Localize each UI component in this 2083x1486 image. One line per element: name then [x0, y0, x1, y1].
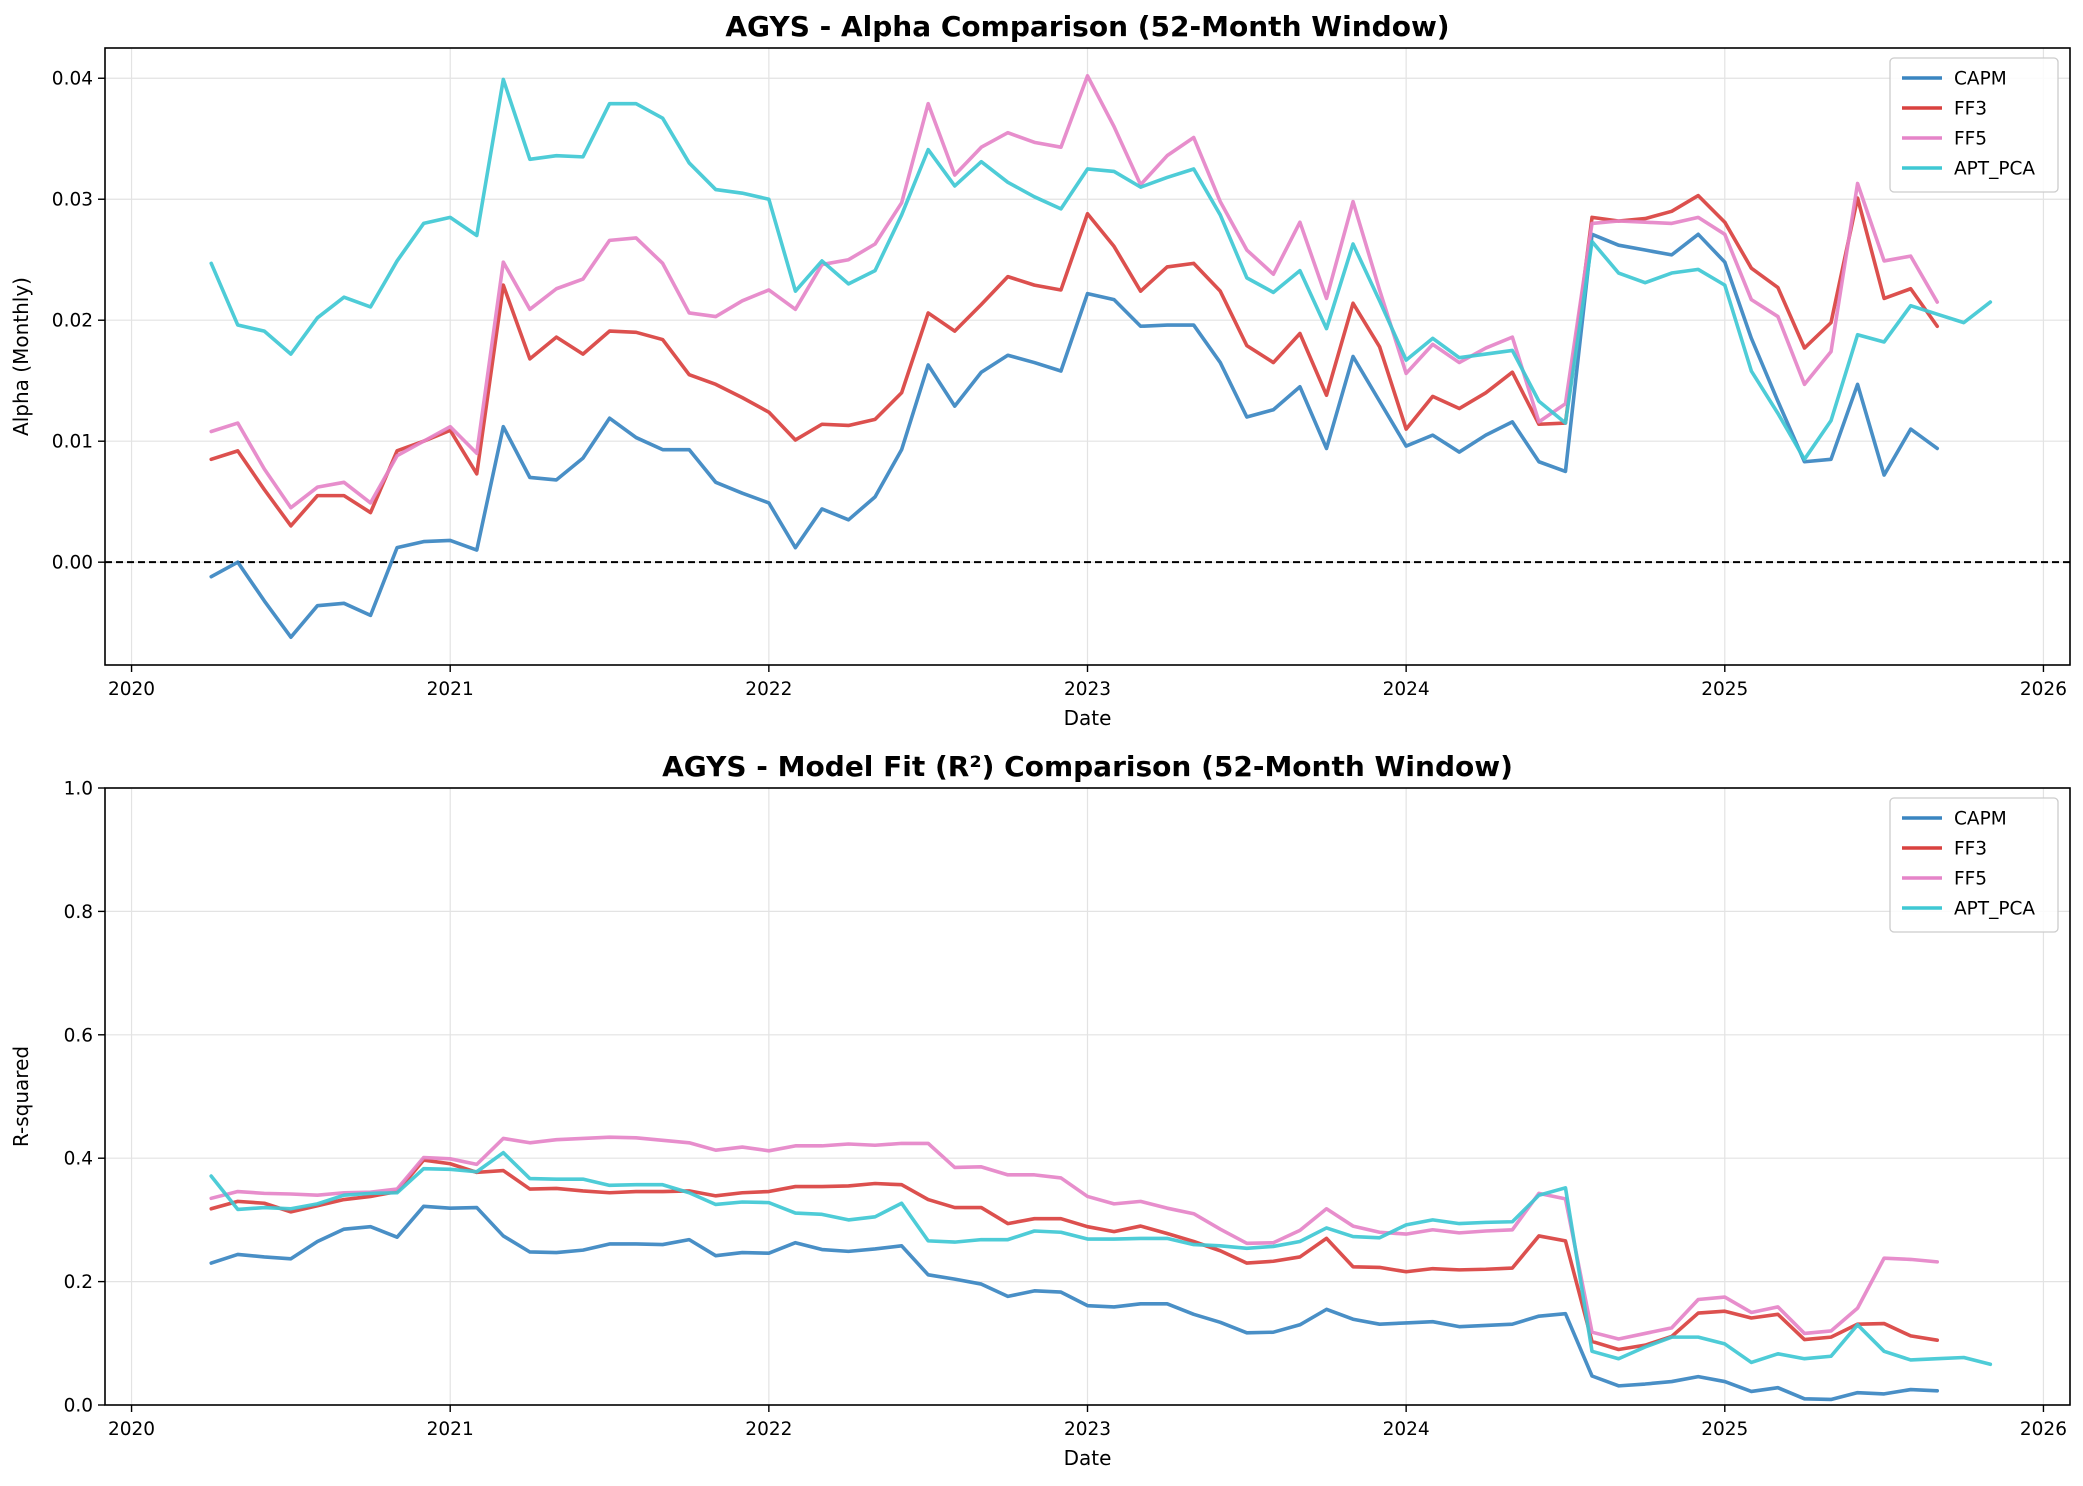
y-tick-label: 0.0: [64, 1396, 93, 1417]
x-tick-label: 2026: [2020, 1419, 2067, 1440]
x-tick-label: 2020: [108, 679, 155, 700]
y-tick-label: 0.04: [52, 69, 93, 90]
legend: CAPM FF3 FF5 APT_PCA: [1889, 57, 2059, 193]
chart-panel-0: 2020 2021 2022 2023 2024 2025 2026 0.00 0.01 0.02…: [9, 10, 2071, 730]
legend: CAPM FF3 FF5 APT_PCA: [1889, 797, 2059, 933]
series-line-apt-pca: [209, 77, 1993, 462]
y-axis-label: Alpha (Monthly): [9, 277, 33, 436]
y-tick-label: 0.2: [64, 1272, 93, 1293]
series-line-ff5: [209, 1135, 1940, 1341]
x-tick-label: 2023: [1064, 1419, 1111, 1440]
legend-label-capm: CAPM: [1954, 809, 2007, 830]
series-line-ff5: [209, 74, 1940, 510]
y-tick-label: 0.01: [52, 432, 93, 453]
y-tick-label: 1.0: [64, 779, 93, 800]
legend-box: [1889, 797, 2059, 933]
x-tick-label: 2025: [1701, 1419, 1748, 1440]
y-tick-label: 0.02: [52, 311, 93, 332]
x-axis-label: Date: [1064, 1446, 1112, 1470]
x-tick-label: 2023: [1064, 679, 1111, 700]
legend-label-ff5: FF5: [1954, 869, 1987, 890]
legend-label-ff3: FF3: [1954, 839, 1987, 860]
chart-title: AGYS - Alpha Comparison (52-Month Window…: [725, 10, 1449, 43]
y-tick-label: 0.03: [52, 190, 93, 211]
series-lines: [209, 1135, 1993, 1402]
x-tick-label: 2025: [1701, 679, 1748, 700]
legend-label-ff5: FF5: [1954, 129, 1987, 150]
y-tick-label: 0.4: [64, 1149, 93, 1170]
chart-title: AGYS - Model Fit (R²) Comparison (52-Mon…: [662, 750, 1513, 783]
gridlines: [105, 787, 2070, 1406]
legend-box: [1889, 57, 2059, 193]
series-line-ff3: [209, 193, 1940, 528]
y-tick-label: 0.6: [64, 1025, 93, 1046]
x-axis-label: Date: [1064, 706, 1112, 730]
series-line-apt-pca: [209, 1150, 1993, 1367]
series-line-capm: [209, 232, 1940, 639]
x-tick-label: 2026: [2020, 679, 2067, 700]
x-tick-label: 2022: [745, 1419, 792, 1440]
x-tick-label: 2024: [1383, 679, 1430, 700]
series-lines: [209, 74, 1993, 639]
x-tick-label: 2021: [427, 679, 474, 700]
chart-panel-1: 2020 2021 2022 2023 2024 2025 2026 0.0 0.2 0.4 0.6…: [9, 750, 2071, 1470]
y-tick-label: 0.00: [52, 553, 93, 574]
y-tick-label: 0.8: [64, 902, 93, 923]
legend-label-apt-pca: APT_PCA: [1954, 159, 2035, 180]
x-tick-label: 2021: [427, 1419, 474, 1440]
y-axis-label: R-squared: [9, 1046, 33, 1147]
series-line-capm: [209, 1204, 1940, 1402]
legend-label-capm: CAPM: [1954, 69, 2007, 90]
legend-label-apt-pca: APT_PCA: [1954, 899, 2035, 920]
legend-label-ff3: FF3: [1954, 99, 1987, 120]
x-tick-label: 2024: [1383, 1419, 1430, 1440]
x-tick-label: 2020: [108, 1419, 155, 1440]
x-tick-label: 2022: [745, 679, 792, 700]
